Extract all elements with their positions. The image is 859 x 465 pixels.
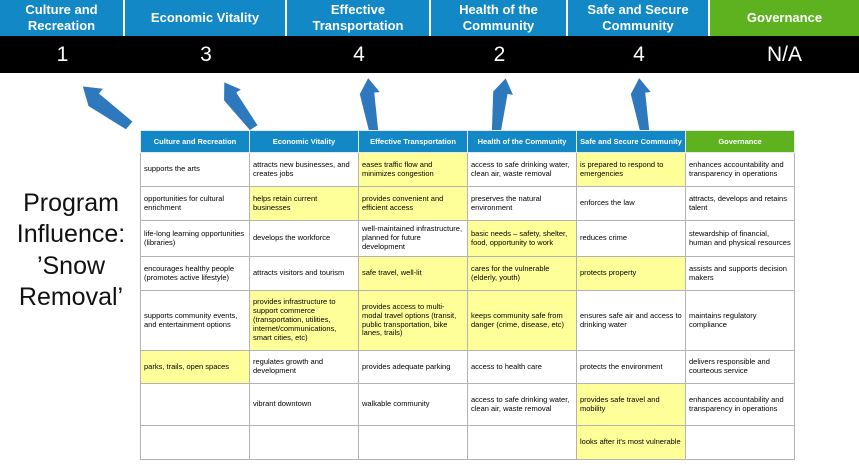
score-value-culture-and-recreation: 1	[56, 42, 69, 66]
score-value-economic-vitality: 3	[200, 42, 212, 66]
matrix-header-culture-and-recreation: Culture and Recreation	[140, 130, 250, 153]
scoreboard-header-economic-vitality: Economic Vitality	[125, 0, 287, 36]
matrix-header-health-of-the-community: Health of the Community	[467, 130, 577, 153]
scoreboard-header-culture-and-recreation: Culture and Recreation	[0, 0, 125, 36]
matrix-cell: ensures safe air and access to drinking …	[576, 290, 686, 351]
matrix-cell: delivers responsible and courteous servi…	[685, 350, 795, 384]
matrix-header-row: Culture and Recreation Economic Vitality E…	[140, 130, 795, 153]
scoreboard-header-safe-and-secure-community: Safe and Secure Community	[568, 0, 710, 36]
arrow-culture-and-recreation	[82, 86, 133, 130]
matrix-cell: assists and supports decision makers	[685, 256, 795, 291]
scoreboard-header-governance: Governance	[710, 0, 859, 36]
matrix-row-8: looks after it's most vulnerable	[140, 425, 795, 460]
matrix-cell: life-long learning opportunities (librar…	[140, 220, 250, 257]
matrix-cell-highlighted: provides convenient and efficient access	[358, 186, 468, 221]
matrix-row-5: supports community events, and entertain…	[140, 290, 795, 351]
matrix-cell-highlighted: protects property	[576, 256, 686, 291]
influence-matrix: Culture and Recreation Economic Vitality E…	[140, 130, 795, 460]
matrix-cell-highlighted: provides access to multi-modal travel op…	[358, 290, 468, 351]
arrow-economic-vitality	[224, 82, 258, 131]
matrix-cell-highlighted: provides infrastructure to support comme…	[249, 290, 359, 351]
matrix-row-3: life-long learning opportunities (librar…	[140, 220, 795, 257]
score-value-governance: N/A	[766, 42, 802, 66]
matrix-cell	[467, 425, 577, 460]
matrix-cell-highlighted: basic needs – safety, shelter, food, opp…	[467, 220, 577, 257]
matrix-cell: provides adequate parking	[358, 350, 468, 384]
matrix-cell: enhances accountability and transparency…	[685, 152, 795, 187]
matrix-header-economic-vitality: Economic Vitality	[249, 130, 359, 153]
matrix-row-2: opportunities for cultural enrichment hel…	[140, 186, 795, 221]
matrix-cell	[140, 425, 250, 460]
arrow-safe-and-secure-community	[630, 78, 651, 133]
matrix-row-7: vibrant downtown walkable community access…	[140, 383, 795, 426]
matrix-cell	[140, 383, 250, 426]
matrix-cell-highlighted: cares for the vulnerable (elderly, youth…	[467, 256, 577, 291]
score-value-safe-and-secure-community: 4	[633, 42, 645, 66]
matrix-cell: attracts, develops and retains talent	[685, 186, 795, 221]
score-row: 1 3 4 2 4 N/A	[0, 36, 859, 73]
matrix-cell: vibrant downtown	[249, 383, 359, 426]
matrix-cell-highlighted: looks after it's most vulnerable	[576, 425, 686, 460]
matrix-cell: access to safe drinking water, clean air…	[467, 383, 577, 426]
matrix-cell: opportunities for cultural enrichment	[140, 186, 250, 221]
matrix-cell: protects the environment	[576, 350, 686, 384]
matrix-cell-highlighted: safe travel, well-lit	[358, 256, 468, 291]
matrix-cell: well-maintained infrastructure, planned …	[358, 220, 468, 257]
arrow-health-of-the-community	[491, 78, 513, 133]
score-value-effective-transportation: 4	[353, 42, 365, 66]
matrix-header-safe-and-secure-community: Safe and Secure Community	[576, 130, 686, 153]
matrix-row-1: supports the arts attracts new businesses…	[140, 152, 795, 187]
matrix-row-6: parks, trails, open spaces regulates grow…	[140, 350, 795, 384]
matrix-cell-highlighted: eases traffic flow and minimizes congest…	[358, 152, 468, 187]
matrix-cell: maintains regulatory compliance	[685, 290, 795, 351]
matrix-cell: develops the workforce	[249, 220, 359, 257]
matrix-cell: enhances accountability and transparency…	[685, 383, 795, 426]
matrix-cell-highlighted: keeps community safe from danger (crime,…	[467, 290, 577, 351]
score-value-health-of-the-community: 2	[493, 42, 506, 66]
matrix-header-effective-transportation: Effective Transportation	[358, 130, 468, 153]
matrix-cell-highlighted: parks, trails, open spaces	[140, 350, 250, 384]
matrix-cell: supports community events, and entertain…	[140, 290, 250, 351]
matrix-cell: supports the arts	[140, 152, 250, 187]
matrix-cell: reduces crime	[576, 220, 686, 257]
matrix-cell-highlighted: helps retain current businesses	[249, 186, 359, 221]
matrix-cell: stewardship of financial, human and phys…	[685, 220, 795, 257]
arrow-effective-transportation	[359, 78, 380, 133]
matrix-cell-highlighted: provides safe travel and mobility	[576, 383, 686, 426]
matrix-cell: regulates growth and development	[249, 350, 359, 384]
matrix-cell: enforces the law	[576, 186, 686, 221]
matrix-cell: preserves the natural environment	[467, 186, 577, 221]
score-banner: Culture and Recreation Economic Vitality E…	[0, 0, 859, 36]
matrix-row-4: encourages healthy people (promotes acti…	[140, 256, 795, 291]
matrix-header-governance: Governance	[685, 130, 795, 153]
matrix-cell: attracts visitors and tourism	[249, 256, 359, 291]
page-title: Program Influence: ’Snow Removal’	[16, 189, 126, 311]
matrix-cell: walkable community	[358, 383, 468, 426]
matrix-cell: encourages healthy people (promotes acti…	[140, 256, 250, 291]
matrix-body: supports the arts attracts new businesses…	[140, 152, 795, 460]
matrix-cell-highlighted: is prepared to respond to emergencies	[576, 152, 686, 187]
matrix-cell: attracts new businesses, and creates job…	[249, 152, 359, 187]
matrix-cell	[358, 425, 468, 460]
scoreboard-header-health-of-the-community: Health of the Community	[431, 0, 568, 36]
matrix-cell: access to safe drinking water, clean air…	[467, 152, 577, 187]
scoreboard-header-effective-transportation: Effective Transportation	[287, 0, 431, 36]
matrix-cell	[685, 425, 795, 460]
matrix-cell: access to health care	[467, 350, 577, 384]
matrix-cell	[249, 425, 359, 460]
